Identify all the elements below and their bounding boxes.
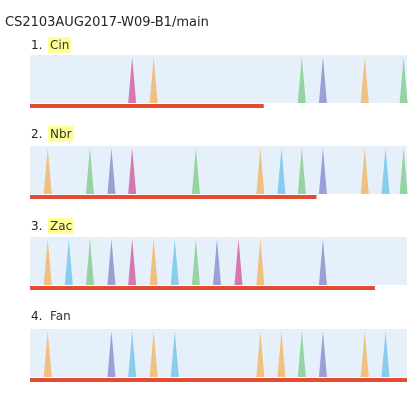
lane-background — [30, 146, 407, 194]
commit-ramp[interactable] — [256, 239, 265, 285]
lane-label-3: 3. Zac — [31, 218, 75, 234]
commit-ramp[interactable] — [170, 331, 179, 377]
commit-ramp[interactable] — [170, 239, 179, 285]
commit-ramp[interactable] — [234, 239, 243, 285]
commit-ramp[interactable] — [149, 239, 158, 285]
lane-4 — [30, 329, 407, 382]
contribution-bar — [30, 286, 375, 290]
commit-ramp[interactable] — [191, 239, 200, 285]
commit-ramp[interactable] — [191, 148, 200, 194]
commit-ramp[interactable] — [277, 148, 286, 194]
commit-ramp[interactable] — [43, 239, 52, 285]
commit-ramp[interactable] — [128, 239, 137, 285]
lane-3 — [30, 237, 407, 290]
commit-ramp[interactable] — [360, 148, 369, 194]
lane-number: 3. — [31, 219, 43, 233]
lane-background — [30, 55, 407, 103]
lane-label-1: 1. Cin — [31, 37, 72, 53]
commit-ramp[interactable] — [297, 331, 306, 377]
commit-ramp[interactable] — [128, 331, 137, 377]
commit-ramp[interactable] — [212, 239, 221, 285]
commit-ramp[interactable] — [381, 331, 390, 377]
commit-ramp[interactable] — [399, 57, 408, 103]
lane-number: 1. — [31, 38, 43, 52]
commit-ramp[interactable] — [277, 331, 286, 377]
lane-1 — [30, 55, 408, 108]
commit-ramp[interactable] — [360, 57, 369, 103]
commit-ramp[interactable] — [107, 239, 116, 285]
commit-ramp[interactable] — [256, 148, 265, 194]
lane-number: 4. — [31, 309, 43, 323]
commit-ramp[interactable] — [297, 148, 306, 194]
commit-ramp[interactable] — [149, 57, 158, 103]
commit-ramp[interactable] — [256, 331, 265, 377]
commit-ramp[interactable] — [64, 239, 73, 285]
lane-author-name[interactable]: Fan — [50, 309, 71, 323]
commit-ramp[interactable] — [360, 331, 369, 377]
commit-ramp[interactable] — [399, 148, 408, 194]
contribution-bar — [30, 104, 264, 108]
commit-ramp[interactable] — [107, 148, 116, 194]
lane-author-name[interactable]: Zac — [48, 218, 75, 234]
commit-ramp[interactable] — [85, 239, 94, 285]
commit-ramp[interactable] — [85, 148, 94, 194]
commit-ramp[interactable] — [128, 57, 137, 103]
contribution-bar — [30, 378, 407, 382]
lane-author-name[interactable]: Cin — [48, 37, 72, 53]
commit-ramp[interactable] — [43, 331, 52, 377]
lane-2 — [30, 146, 408, 199]
commit-ramp[interactable] — [128, 148, 137, 194]
commit-ramp[interactable] — [107, 331, 116, 377]
lane-author-name[interactable]: Nbr — [48, 126, 74, 142]
commit-ramp[interactable] — [318, 148, 327, 194]
lane-background — [30, 329, 407, 377]
repo-title: CS2103AUG2017-W09-B1/main — [5, 15, 209, 30]
commit-ramp[interactable] — [43, 148, 52, 194]
lane-number: 2. — [31, 127, 43, 141]
contribution-bar — [30, 195, 317, 199]
commit-ramp[interactable] — [318, 331, 327, 377]
commit-ramp[interactable] — [149, 331, 158, 377]
lane-label-4: 4. Fan — [31, 308, 73, 324]
commit-ramp[interactable] — [318, 239, 327, 285]
lane-label-2: 2. Nbr — [31, 126, 74, 142]
commit-ramp[interactable] — [297, 57, 306, 103]
commit-ramp[interactable] — [381, 148, 390, 194]
commit-ramp[interactable] — [318, 57, 327, 103]
